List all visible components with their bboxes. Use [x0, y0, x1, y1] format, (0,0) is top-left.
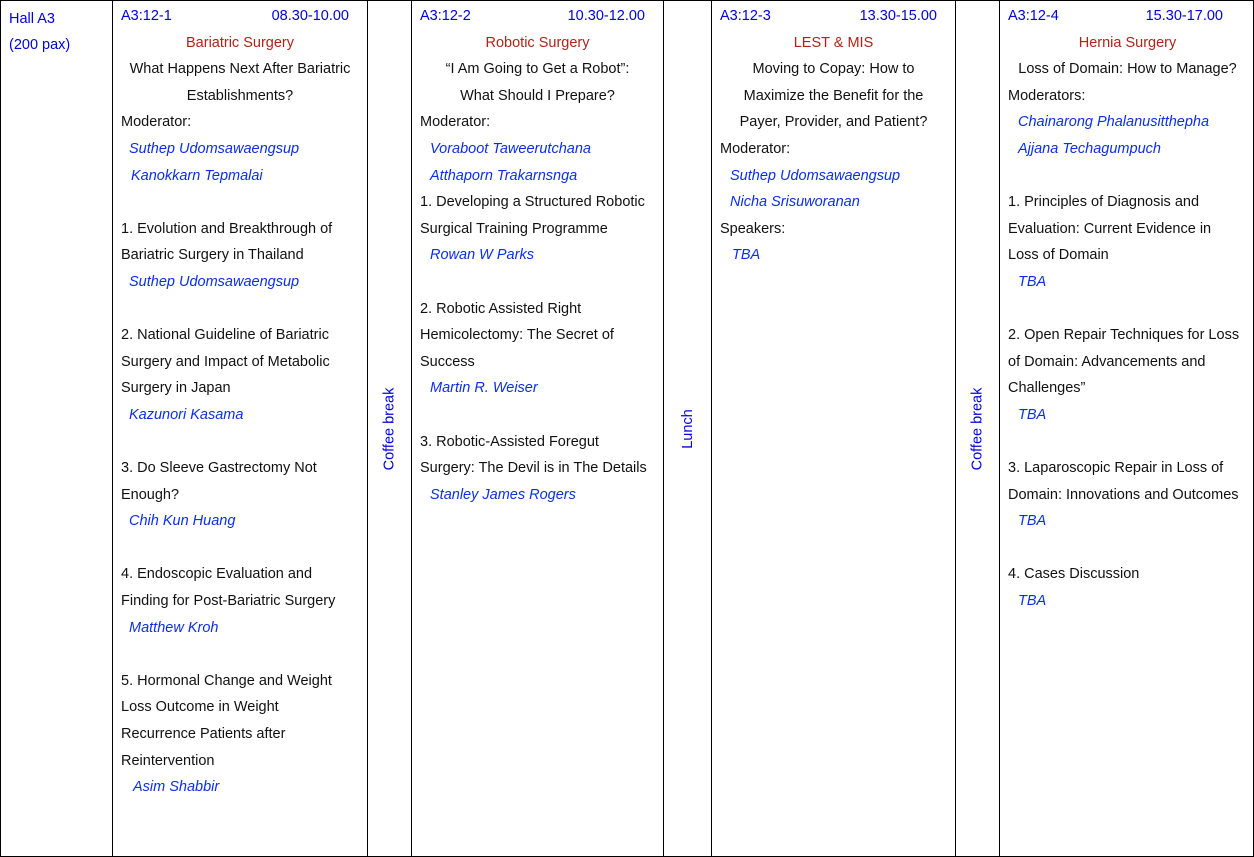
- talk-title-line: Recurrence Patients after: [121, 726, 286, 743]
- session-title-line: Loss of Domain: How to Manage?: [1018, 61, 1237, 78]
- talk-title-line: Evaluation: Current Evidence in: [1008, 220, 1212, 237]
- talk-speaker: Rowan W Parks: [430, 247, 534, 264]
- moderator-label: Moderator:: [720, 140, 791, 157]
- speakers-label: Speakers:: [720, 220, 786, 237]
- talk-title-line: 1. Evolution and Breakthrough of: [121, 220, 333, 237]
- moderator-name: Kanokkarn Tepmalai: [131, 167, 263, 184]
- moderator-label: Moderator:: [420, 114, 491, 131]
- talk-title-line: Hemicolectomy: The Secret of: [420, 327, 614, 344]
- session-track: LEST & MIS: [793, 34, 874, 51]
- talk-speaker: Matthew Kroh: [129, 619, 219, 636]
- hall-capacity: (200 pax): [9, 37, 71, 53]
- session-title-line: Moving to Copay: How to: [752, 61, 915, 78]
- session-title-line: What Should I Prepare?: [460, 87, 615, 104]
- talk-title-line: 3. Robotic-Assisted Foregut: [420, 433, 599, 450]
- talk-title-line: Enough?: [121, 486, 180, 503]
- session-header: A3:12-4 15.30-17.00: [1008, 3, 1247, 30]
- session-column: A3:12-4 15.30-17.00 Hernia Surgery Loss …: [1000, 1, 1254, 856]
- talk-title-line: Loss Outcome in Weight: [121, 699, 279, 716]
- session-header: A3:12-3 13.30-15.00: [720, 3, 947, 30]
- session-title-line: Maximize the Benefit for the: [743, 87, 924, 104]
- talk-speaker: Suthep Udomsawaengsup: [129, 273, 300, 290]
- moderator-label: Moderators:: [1008, 87, 1086, 104]
- lunch-break-column: Lunch: [664, 1, 712, 856]
- talk-speaker: Kazunori Kasama: [129, 406, 244, 423]
- session-header: A3:12-1 08.30-10.00: [121, 3, 359, 30]
- talk-speaker: Chih Kun Huang: [129, 513, 236, 530]
- talk-title-line: 4. Cases Discussion: [1008, 566, 1140, 583]
- session-title-line: “I Am Going to Get a Robot”:: [445, 61, 630, 78]
- talk-speaker: Stanley James Rogers: [430, 486, 576, 503]
- talk-title-line: 2. National Guideline of Bariatric: [121, 327, 329, 344]
- talk-title-line: Loss of Domain: [1008, 247, 1109, 264]
- session-track: Bariatric Surgery: [186, 34, 294, 51]
- session-header: A3:12-2 10.30-12.00: [420, 3, 655, 30]
- session-column: A3:12-1 08.30-10.00 Bariatric Surgery Wh…: [113, 1, 368, 856]
- talk-title-line: Domain: Innovations and Outcomes: [1008, 486, 1239, 503]
- talk-title-line: of Domain: Advancements and: [1008, 353, 1206, 370]
- coffee-break-column: Coffee break: [956, 1, 1000, 856]
- talk-title-line: Bariatric Surgery in Thailand: [121, 247, 304, 264]
- talk-speaker: Martin R. Weiser: [430, 380, 538, 397]
- speaker-name: TBA: [732, 247, 761, 264]
- talk-speaker: TBA: [1018, 273, 1047, 290]
- talk-title-line: Surgery and Impact of Metabolic: [121, 353, 330, 370]
- talk-speaker: TBA: [1018, 593, 1047, 610]
- talk-title-line: Reintervention: [121, 752, 215, 769]
- session-column: A3:12-2 10.30-12.00 Robotic Surgery “I A…: [412, 1, 664, 856]
- hall-column: Hall A3 (200 pax): [1, 1, 113, 856]
- talk-title-line: Finding for Post-Bariatric Surgery: [121, 593, 336, 610]
- talk-title-line: 2. Robotic Assisted Right: [420, 300, 582, 317]
- break-label: Coffee break: [969, 387, 986, 470]
- talk-title-line: 5. Hormonal Change and Weight: [121, 672, 332, 689]
- break-label: Coffee break: [381, 387, 398, 470]
- talk-title-line: Success: [420, 353, 475, 370]
- moderator-label: Moderator:: [121, 114, 192, 131]
- talk-title-line: 1. Developing a Structured Robotic: [420, 194, 645, 211]
- talk-title-line: Surgery: The Devil is in The Details: [420, 460, 647, 477]
- talk-title-line: 4. Endoscopic Evaluation and: [121, 566, 313, 583]
- talk-title-line: 3. Laparoscopic Repair in Loss of: [1008, 460, 1224, 477]
- talk-title-line: Challenges”: [1008, 380, 1086, 397]
- session-title-line: Payer, Provider, and Patient?: [739, 114, 928, 131]
- session-time: 15.30-17.00: [1145, 8, 1223, 24]
- talk-title-line: Surgical Training Programme: [420, 220, 608, 237]
- session-time: 13.30-15.00: [859, 8, 937, 24]
- moderator-name: Suthep Udomsawaengsup: [129, 140, 300, 157]
- break-label: Lunch: [679, 408, 696, 449]
- talk-title-line: Surgery in Japan: [121, 380, 231, 397]
- session-track: Hernia Surgery: [1078, 34, 1177, 51]
- talk-title-line: 2. Open Repair Techniques for Loss: [1008, 327, 1240, 344]
- hall-name: Hall A3: [9, 11, 55, 27]
- coffee-break-column: Coffee break: [368, 1, 412, 856]
- talk-speaker: TBA: [1018, 513, 1047, 530]
- session-title-line: Establishments?: [186, 87, 294, 104]
- session-title-line: What Happens Next After Bariatric: [129, 61, 351, 78]
- talk-title-line: 1. Principles of Diagnosis and: [1008, 194, 1200, 211]
- talk-title-line: 3. Do Sleeve Gastrectomy Not: [121, 460, 317, 477]
- session-code: A3:12-3: [720, 8, 771, 24]
- talk-speaker: Asim Shabbir: [133, 779, 220, 796]
- moderator-name: Atthaporn Trakarnsnga: [430, 167, 578, 184]
- session-time: 10.30-12.00: [567, 8, 645, 24]
- session-code: A3:12-4: [1008, 8, 1059, 24]
- moderator-name: Suthep Udomsawaengsup: [730, 167, 901, 184]
- moderator-name: Voraboot Taweerutchana: [430, 140, 591, 157]
- session-track: Robotic Surgery: [485, 34, 590, 51]
- moderator-name: Nicha Srisuworanan: [730, 194, 860, 211]
- moderator-name: Ajjana Techagumpuch: [1018, 140, 1161, 157]
- session-code: A3:12-2: [420, 8, 471, 24]
- session-code: A3:12-1: [121, 8, 172, 24]
- session-column: A3:12-3 13.30-15.00 LEST & MIS Moving to…: [712, 1, 956, 856]
- talk-speaker: TBA: [1018, 406, 1047, 423]
- session-time: 08.30-10.00: [271, 8, 349, 24]
- moderator-name: Chainarong Phalanusitthepha: [1018, 114, 1210, 131]
